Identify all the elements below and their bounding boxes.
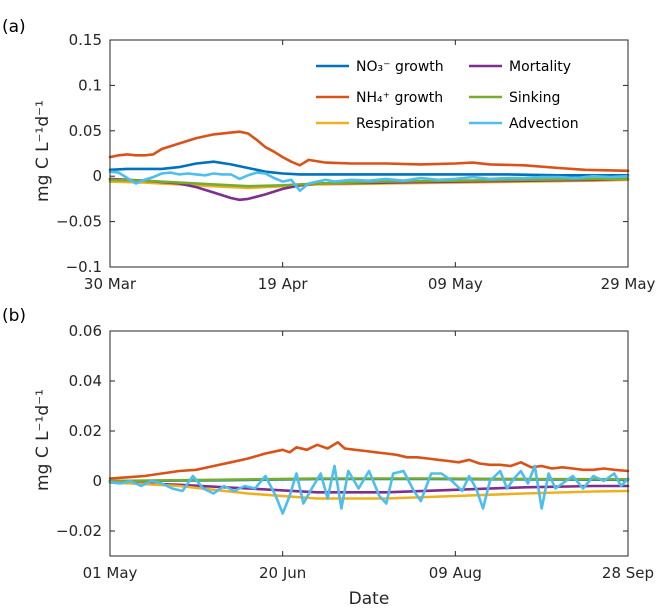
panel-b-series-nh4 [108, 441, 630, 480]
legend-label-no3: NO₃⁻ growth [356, 59, 444, 75]
panel-a-series-no3 [108, 160, 630, 177]
panel-b-ytick-label: 0 [92, 472, 102, 490]
panel-b-ytick-label: −0.02 [56, 522, 102, 540]
x-axis-label-date: Date [349, 589, 390, 609]
panel-a-xtick-label: 19 Apr [258, 275, 309, 293]
panel-a-series-adv [108, 170, 630, 192]
panel-b-series [108, 441, 630, 515]
panel-a-legend: NO₃⁻ growth Mortality NH₄⁺ growth Sinking Re… [316, 59, 579, 132]
panel-a-ticks: −0.1 −0.05 0 0.05 0.1 0.15 30 Mar 19 Apr 09 May 2… [56, 31, 656, 293]
panel-a-ytick-label: 0.15 [69, 31, 102, 49]
panel-b-label: (b) [2, 306, 26, 326]
legend-label-adv: Advection [509, 116, 579, 132]
panel-a-ytick-label: 0 [92, 167, 102, 185]
panel-b-xtick-label: 28 Sep [602, 564, 654, 582]
panel-a-ytick-label: −0.05 [56, 213, 102, 231]
panel-a-ytick-label: 0.05 [69, 122, 102, 140]
panel-b-ytick-label: 0.06 [69, 322, 102, 340]
panel-a-ytick-label: −0.1 [66, 258, 102, 276]
panel-a-label: (a) [2, 17, 26, 37]
panel-b-ylabel: mg C L⁻¹d⁻¹ [33, 389, 53, 491]
panel-a-axes-box [109, 39, 629, 268]
panel-a-series-nh4 [108, 130, 630, 173]
panel-a-ytick-label: 0.1 [78, 76, 102, 94]
legend-label-resp: Respiration [356, 116, 435, 132]
panel-b-ticks: −0.02 0 0.02 0.04 0.06 01 May 20 Jun 09 Aug 28 S… [56, 322, 654, 582]
panel-b-ytick-label: 0.02 [69, 422, 102, 440]
legend-label-sink: Sinking [509, 90, 560, 106]
legend-label-mort: Mortality [509, 59, 571, 75]
panel-b-xtick-label: 09 Aug [429, 564, 482, 582]
legend-label-nh4: NH₄⁺ growth [356, 90, 443, 106]
panel-b-xtick-label: 20 Jun [259, 564, 306, 582]
panel-a-xtick-label: 29 May [601, 275, 656, 293]
panel-a-series-sink [108, 177, 630, 188]
panel-a-series [108, 130, 630, 202]
panel-b: (b) mg C L⁻¹d⁻¹ −0.02 0 0.02 0.04 0.06 01 May… [2, 306, 654, 582]
panel-a-xtick-label: 09 May [428, 275, 483, 293]
panel-b-axes-box [109, 330, 629, 557]
panel-b-ytick-label: 0.04 [69, 372, 102, 390]
panel-a: (a) mg C L⁻¹d⁻¹ −0.1 −0.05 0 0.05 0.1 0.15 30 … [2, 17, 656, 293]
panel-a-ylabel: mg C L⁻¹d⁻¹ [33, 100, 53, 202]
panel-b-series-adv [108, 464, 630, 515]
panel-b-xtick-label: 01 May [83, 564, 138, 582]
panel-a-xtick-label: 30 Mar [84, 275, 137, 293]
